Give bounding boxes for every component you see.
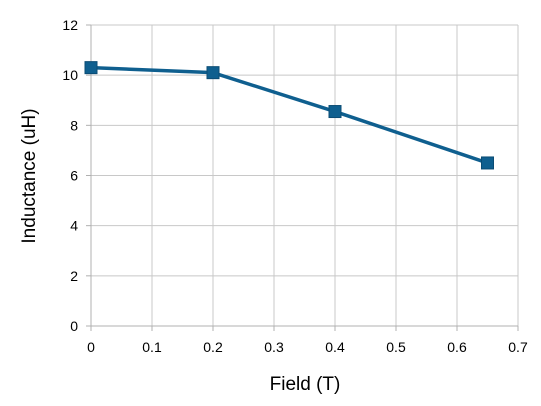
x-tick-label: 0.3 [264,339,284,355]
x-tick-label: 0.2 [203,339,223,355]
series-line [89,65,490,165]
x-tick-label: 0.1 [142,339,162,355]
y-tick-label: 2 [70,268,78,284]
x-tick-labels: 0 0.1 0.2 0.3 0.4 0.5 0.6 0.7 [87,339,528,355]
data-point-marker [481,156,494,170]
y-tick-label: 4 [70,218,78,234]
y-tick-label: 12 [62,17,78,33]
y-tick-label: 0 [70,318,78,334]
data-point-marker [206,66,220,80]
data-point-marker [84,61,98,75]
y-tick-label: 10 [62,67,78,83]
x-tick-label: 0.6 [447,339,467,355]
axes [86,24,519,331]
x-axis-title: Field (T) [270,374,341,395]
y-tick-label: 6 [70,168,78,184]
y-tick-labels: 0 2 4 6 8 10 12 [62,17,78,334]
series-group [84,61,494,170]
x-tick-label: 0 [87,339,95,355]
x-tick-label: 0.7 [508,339,528,355]
x-tick-label: 0.5 [386,339,406,355]
y-tick-label: 8 [70,117,78,133]
data-point-marker [328,105,342,119]
y-axis-title: Inductance (uH) [19,108,40,243]
x-tick-label: 0.4 [325,339,345,355]
